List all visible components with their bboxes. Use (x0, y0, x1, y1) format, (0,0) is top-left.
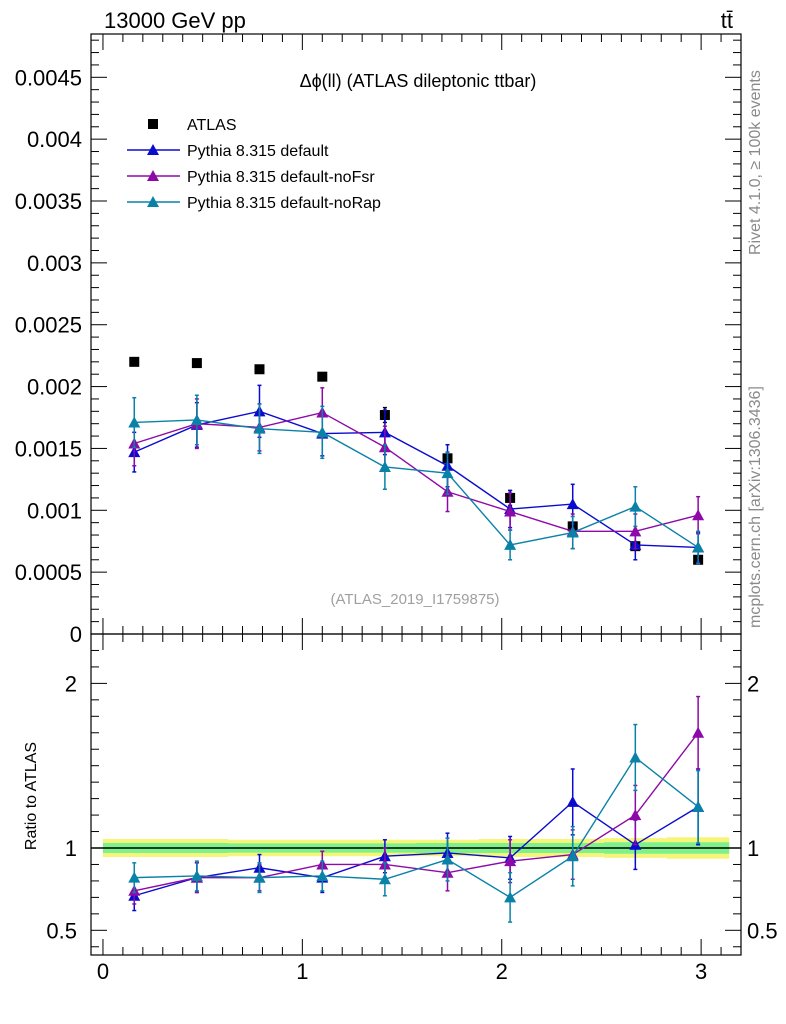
mc-point (504, 538, 517, 550)
main-y-tick-label: 0.002 (27, 375, 82, 400)
series-line (134, 411, 699, 533)
ratio-point (692, 726, 705, 738)
ratio-y-tick-label: 2 (65, 671, 77, 696)
ratio-plot-area: 0.5 0.5 1 1 2 2 0 1 2 3 (46, 633, 778, 984)
ratio-point (566, 795, 579, 807)
rivet-version-label: Rivet 4.1.0, ≥ 100k events (747, 70, 764, 255)
mc-point (128, 416, 141, 428)
mcplots-label: mcplots.cern.ch [arXiv:1306.3436] (747, 386, 764, 628)
ratio-y-tick-label-right: 0.5 (747, 918, 778, 943)
mc-point (566, 498, 579, 510)
mc-point (441, 467, 454, 479)
ratio-point (566, 850, 579, 862)
series-2 (128, 387, 705, 550)
data-point (317, 371, 328, 382)
ratio-point (190, 869, 203, 881)
mc-point (629, 500, 642, 512)
ratio-x-tick-label: 1 (296, 959, 308, 984)
ratio-point (629, 751, 642, 763)
main-y-tick-label: 0.0005 (15, 560, 82, 585)
ratio-point (253, 871, 266, 883)
watermark-analysis-id: (ATLAS_2019_I1759875) (330, 591, 499, 608)
ratio-y-tick-label: 1 (65, 836, 77, 861)
ratio-point (692, 800, 705, 812)
legend-entry: ATLAS (187, 117, 237, 134)
ratio-y-tick-label-right: 1 (747, 836, 759, 861)
main-y-tick-label: 0.0045 (15, 65, 82, 90)
legend-marker-data (148, 119, 158, 129)
ratio-point (504, 891, 517, 903)
legend-entry: Pythia 8.315 default-noFsr (187, 169, 375, 186)
main-y-tick-label: 0.004 (27, 127, 82, 152)
ratio-point (441, 853, 454, 865)
legend-entry: Pythia 8.315 default-noRap (187, 195, 381, 212)
mc-point (378, 460, 391, 472)
legend: ATLAS Pythia 8.315 default Pythia 8.315 de… (127, 117, 381, 212)
process-label: tt̄ (721, 8, 733, 33)
series-line (133, 410, 699, 549)
data-point (191, 358, 202, 369)
ratio-series-1 (128, 695, 705, 905)
mc-point (629, 525, 642, 537)
main-y-tick-label: 0 (70, 622, 82, 647)
series-1 (128, 384, 705, 563)
mc-point (504, 505, 517, 517)
ratio-x-tick-label: 3 (695, 959, 707, 984)
ratio-y-tick-label: 0.5 (46, 918, 77, 943)
main-plot-area: 0 0.0005 0.001 0.0015 0.002 0.0025 0.003 0.0035… (15, 33, 742, 647)
beam-label: 13000 GeV pp (104, 8, 246, 33)
series-line (134, 419, 699, 548)
legend-marker-mc (147, 170, 159, 181)
legend-entry: Pythia 8.315 default (187, 143, 329, 160)
legend-marker-mc (147, 196, 159, 207)
ratio-point (316, 869, 329, 881)
main-y-tick-label: 0.003 (27, 251, 82, 276)
ratio-series-2 (128, 723, 705, 923)
ratio-x-tick-label: 0 (97, 959, 109, 984)
ratio-series-line (134, 756, 699, 899)
legend-marker-mc (147, 144, 159, 155)
ratio-point (128, 871, 141, 883)
main-y-tick-label: 0.0025 (15, 313, 82, 338)
mc-point (692, 509, 705, 521)
mc-point (566, 526, 579, 538)
data-point (254, 364, 265, 375)
mc-point (190, 413, 203, 425)
main-plot-title: Δϕ(ll) (ATLAS dileptonic ttbar) (300, 71, 537, 91)
ratio-y-axis-label: Ratio to ATLAS (23, 742, 40, 850)
mc-point (253, 422, 266, 434)
main-y-tick-label: 0.0035 (15, 189, 82, 214)
ratio-y-tick-label-right: 2 (747, 671, 759, 696)
ratio-plot-frame (90, 633, 742, 956)
data-point (129, 356, 140, 367)
mc-point (316, 426, 329, 438)
ratio-series-line (134, 732, 699, 892)
series-3 (128, 394, 705, 565)
mc-point (692, 541, 705, 553)
ratio-point (378, 873, 391, 885)
ratio-point (629, 809, 642, 821)
main-y-tick-label: 0.0015 (15, 436, 82, 461)
main-y-tick-label: 0.001 (27, 498, 82, 523)
ratio-series-line (134, 801, 699, 897)
ratio-x-tick-label: 2 (496, 959, 508, 984)
ratio-point (504, 855, 517, 867)
